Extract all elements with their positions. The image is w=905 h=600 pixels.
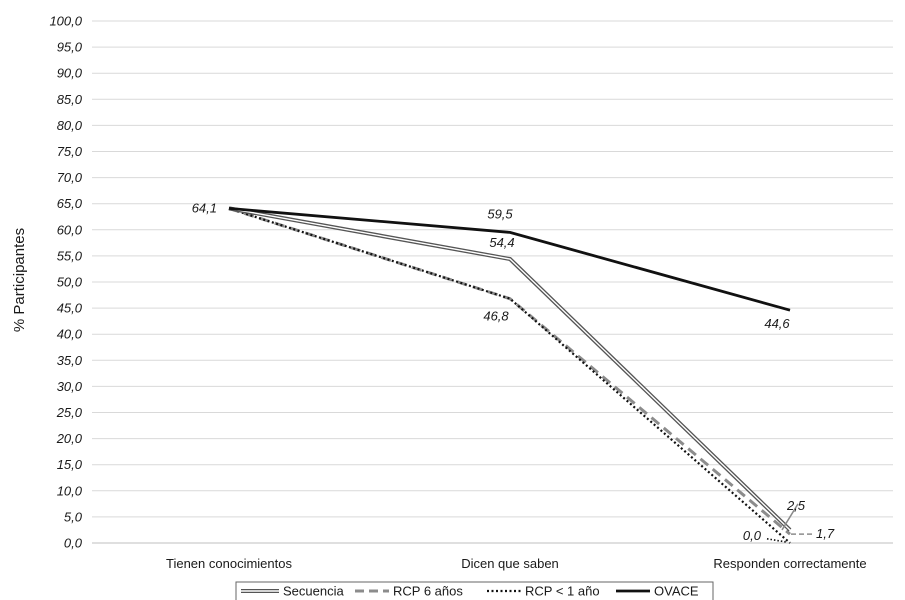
data-label: 44,6 (764, 316, 790, 331)
label-leader-lines (766, 503, 812, 543)
y-tick-label: 5,0 (64, 509, 83, 524)
x-category-label: Dicen que saben (461, 556, 559, 571)
legend-item: OVACE (616, 584, 699, 599)
data-labels: 64,1 59,5 54,4 46,8 44,6 2,5 1,7 0,0 (192, 200, 835, 543)
legend-label: OVACE (654, 584, 699, 599)
y-tick-label: 65,0 (57, 196, 83, 211)
y-tick-label: 40,0 (57, 327, 83, 342)
data-label: 64,1 (192, 200, 217, 215)
series-line (228, 207, 791, 312)
y-axis-label: % Participantes (11, 228, 28, 332)
legend-box (235, 581, 714, 600)
data-label: 59,5 (487, 206, 513, 221)
legend-item: RCP 6 años (355, 584, 463, 599)
legend-label: RCP 6 años (393, 584, 463, 599)
legend-label: RCP < 1 año (525, 584, 600, 599)
series-ovace (228, 207, 791, 312)
y-tick-label: 45,0 (57, 301, 83, 316)
y-tick-label: 100,0 (49, 14, 82, 29)
leader-line (781, 503, 799, 531)
y-tick-label: 0,0 (64, 536, 83, 551)
series-line (228, 206, 791, 536)
series-secuencia (228, 206, 792, 532)
series-lines (228, 206, 792, 544)
series-line (228, 206, 792, 532)
y-tick-label: 15,0 (57, 457, 83, 472)
legend: Secuencia RCP 6 años RCP < 1 año OVACE (235, 581, 714, 600)
legend-item: RCP < 1 año (487, 584, 600, 599)
x-category-label: Tienen conocimientos (166, 556, 292, 571)
y-tick-label: 25,0 (56, 405, 83, 420)
y-tick-label: 30,0 (57, 379, 83, 394)
y-tick-label: 85,0 (57, 92, 83, 107)
series-line-inner (228, 207, 791, 531)
series-rcp-6-años (228, 206, 791, 536)
legend-item: Secuencia (241, 584, 344, 599)
y-tick-label: 50,0 (57, 275, 83, 290)
y-tick-label: 80,0 (57, 118, 83, 133)
y-tick-label: 70,0 (57, 170, 83, 185)
x-axis-categories: Tienen conocimientos Dicen que saben Respo… (166, 556, 867, 571)
legend-label: Secuencia (283, 584, 344, 599)
data-label: 46,8 (483, 309, 509, 324)
y-tick-label: 55,0 (57, 248, 83, 263)
y-tick-label: 60,0 (57, 222, 83, 237)
data-label: 2,5 (786, 498, 806, 513)
x-category-label: Responden correctamente (713, 556, 866, 571)
data-label: 1,7 (816, 526, 835, 541)
y-tick-label: 20,0 (56, 431, 83, 446)
y-tick-label: 10,0 (57, 483, 83, 498)
y-tick-label: 95,0 (57, 40, 83, 55)
grid-lines (92, 20, 893, 518)
y-axis-ticks: 0,0 5,0 10,0 15,0 20,0 25,0 30,0 35,0 40,0 45,0 50… (49, 14, 82, 551)
data-label: 54,4 (489, 235, 514, 250)
y-tick-label: 35,0 (57, 353, 83, 368)
data-label: 0,0 (743, 528, 762, 543)
y-tick-label: 90,0 (57, 66, 83, 81)
y-tick-label: 75,0 (57, 144, 83, 159)
leader-line (766, 538, 787, 543)
